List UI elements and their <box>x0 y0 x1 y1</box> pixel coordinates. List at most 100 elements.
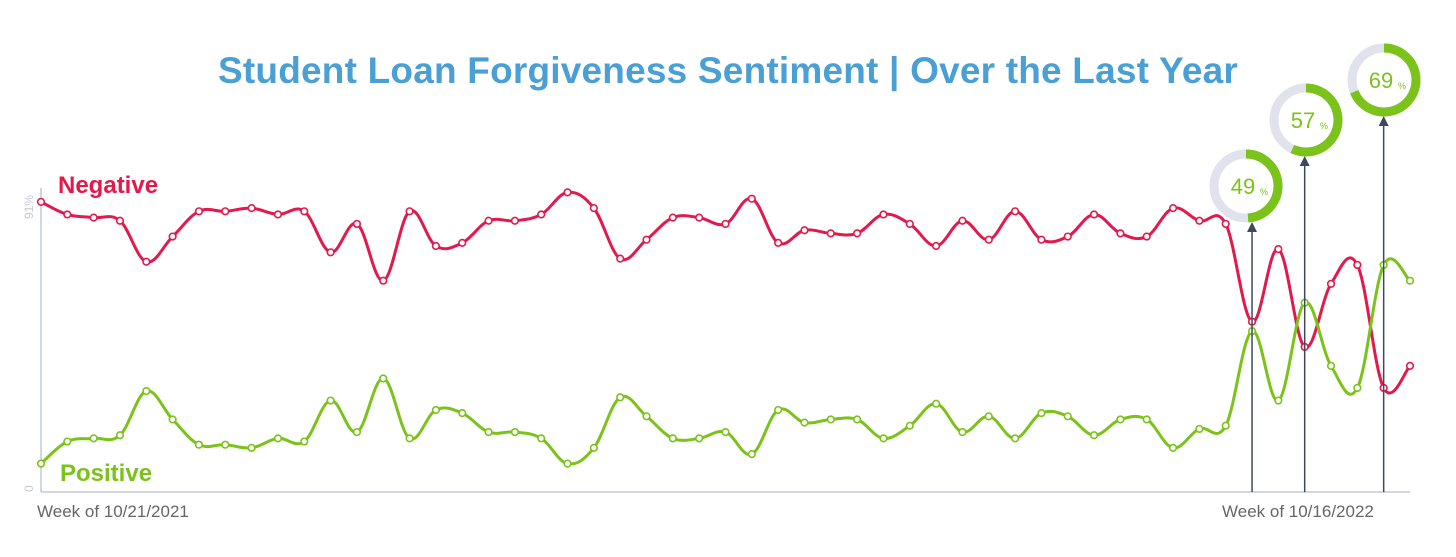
negative-point-32 <box>853 229 862 238</box>
positive-point-30 <box>800 418 809 427</box>
positive-point-19 <box>510 427 519 437</box>
positive-point-3 <box>89 434 98 443</box>
positive-point-51 <box>1353 383 1362 393</box>
positive-point-48 <box>1274 396 1283 405</box>
negative-point-9 <box>247 204 256 213</box>
positive-point-35 <box>932 399 941 408</box>
negative-point-42 <box>1116 229 1125 238</box>
positive-point-37 <box>984 412 993 421</box>
positive-point-50 <box>1326 361 1336 370</box>
negative-point-33 <box>879 210 888 219</box>
positive-point-43 <box>1142 415 1151 424</box>
negative-point-36 <box>958 216 967 225</box>
negative-point-2 <box>63 210 72 219</box>
positive-point-14 <box>379 374 388 383</box>
positive-point-6 <box>168 415 177 424</box>
callout-arrowhead <box>1378 116 1389 126</box>
positive-point-20 <box>537 434 546 443</box>
negative-point-20 <box>537 210 546 219</box>
negative-point-27 <box>721 219 730 229</box>
negative-point-7 <box>194 207 204 216</box>
positive-point-45 <box>1195 424 1204 434</box>
negative-point-15 <box>405 207 414 216</box>
y-tick-label-0: 0 <box>22 485 36 492</box>
negative-point-30 <box>800 226 809 235</box>
positive-point-27 <box>721 427 730 437</box>
y-tick-label-max: 91% <box>22 195 36 219</box>
positive-point-11 <box>300 437 309 446</box>
positive-point-10 <box>273 434 283 443</box>
negative-point-11 <box>300 207 309 216</box>
negative-point-41 <box>1089 210 1099 219</box>
positive-point-23 <box>616 393 625 402</box>
negative-point-1 <box>36 197 46 206</box>
positive-point-40 <box>1063 412 1072 421</box>
positive-point-17 <box>458 409 467 418</box>
positive-point-25 <box>668 434 677 443</box>
negative-point-3 <box>89 213 98 222</box>
positive-point-15 <box>405 434 414 443</box>
callout-value: 69 <box>1369 68 1393 93</box>
negative-point-39 <box>1037 235 1046 244</box>
positive-point-34 <box>905 421 914 430</box>
negative-point-46 <box>1221 219 1230 229</box>
callout-69: 69% <box>1347 43 1421 492</box>
positive-point-36 <box>958 427 967 437</box>
negative-point-18 <box>484 216 493 225</box>
positive-point-28 <box>747 450 756 459</box>
negative-point-25 <box>668 213 677 222</box>
x-tick-label-start: Week of 10/21/2021 <box>37 502 189 521</box>
negative-point-34 <box>905 219 914 229</box>
negative-point-53 <box>1405 361 1415 370</box>
negative-point-29 <box>774 238 783 247</box>
positive-point-5 <box>142 386 151 396</box>
positive-point-12 <box>326 396 335 405</box>
chart-title: Student Loan Forgiveness Sentiment | Ove… <box>218 50 1238 91</box>
positive-point-41 <box>1089 431 1099 440</box>
negative-point-4 <box>115 216 125 225</box>
positive-point-9 <box>247 443 256 452</box>
negative-point-31 <box>826 229 835 238</box>
callout-arrowhead <box>1247 222 1258 232</box>
x-tick-label-end: Week of 10/16/2022 <box>1222 502 1374 521</box>
negative-point-26 <box>695 213 704 222</box>
positive-point-44 <box>1168 443 1178 452</box>
callout-57: 57% <box>1269 83 1343 492</box>
positive-point-53 <box>1405 276 1415 285</box>
positive-point-31 <box>826 415 835 424</box>
negative-point-43 <box>1142 232 1151 241</box>
negative-point-50 <box>1326 279 1336 288</box>
callout-ring-fill <box>1290 83 1343 157</box>
negative-point-16 <box>431 241 441 251</box>
negative-point-21 <box>563 188 572 197</box>
negative-point-14 <box>379 276 388 285</box>
negative-point-5 <box>142 257 151 266</box>
negative-point-17 <box>458 238 467 247</box>
positive-point-42 <box>1116 415 1125 424</box>
negative-point-38 <box>1010 207 1020 216</box>
positive-point-8 <box>221 440 230 449</box>
negative-point-45 <box>1195 216 1204 225</box>
negative-point-51 <box>1353 260 1362 270</box>
positive-point-21 <box>563 459 572 468</box>
negative-point-37 <box>984 235 993 244</box>
negative-point-35 <box>932 241 941 251</box>
positive-point-38 <box>1010 434 1020 443</box>
negative-point-10 <box>273 210 283 219</box>
negative-point-19 <box>510 216 519 225</box>
callout-arrowhead <box>1299 156 1310 166</box>
positive-point-7 <box>194 440 204 449</box>
series-lines <box>40 190 1412 466</box>
negative-point-28 <box>747 194 756 203</box>
positive-point-1 <box>36 459 46 468</box>
positive-point-39 <box>1037 409 1046 418</box>
positive-point-16 <box>431 405 441 415</box>
positive-point-2 <box>63 437 72 446</box>
callout-unit: % <box>1398 81 1406 91</box>
positive-series-label: Positive <box>60 460 153 487</box>
negative-series-label: Negative <box>58 172 159 199</box>
negative-point-48 <box>1274 245 1283 254</box>
positive-point-32 <box>853 415 862 424</box>
positive-point-24 <box>642 412 651 421</box>
